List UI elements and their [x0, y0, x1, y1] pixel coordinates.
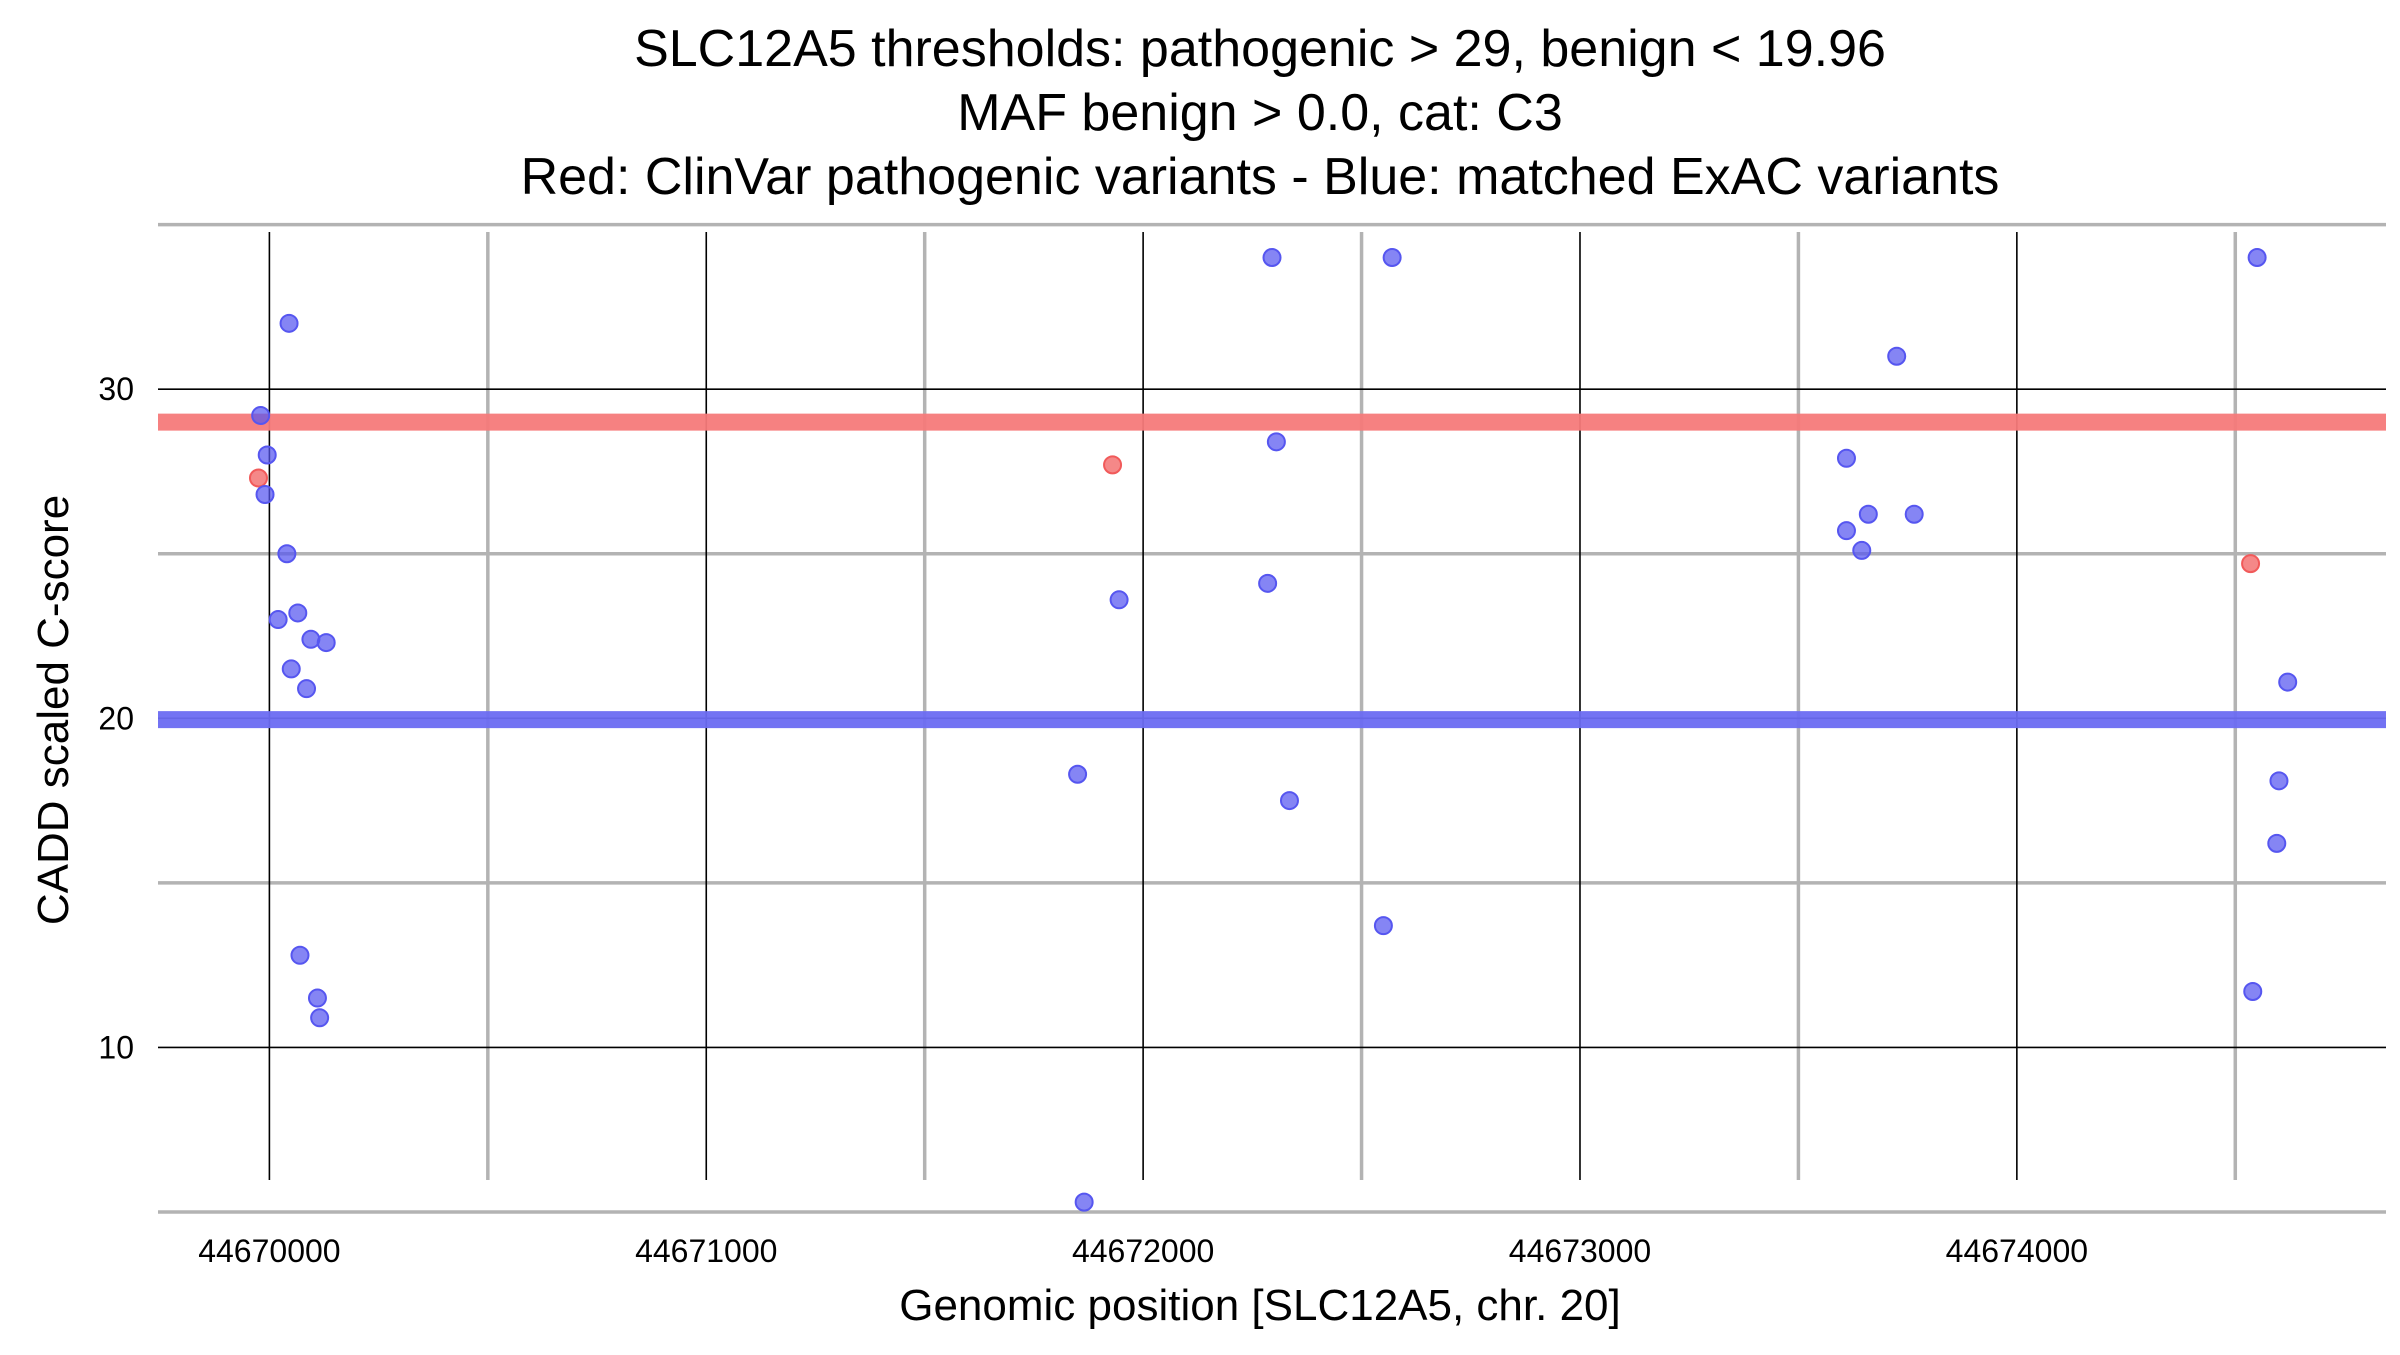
blue-data-point: [2247, 247, 2267, 267]
blue-data-point: [2267, 833, 2287, 853]
blue-data-point: [1373, 916, 1393, 936]
blue-data-point: [1068, 764, 1088, 784]
x-tick-label: 44670000: [198, 1233, 340, 1269]
blue-data-point: [1109, 590, 1129, 610]
blue-data-point: [277, 544, 297, 564]
blue-data-point: [268, 610, 288, 630]
blue-data-point: [2243, 981, 2263, 1001]
x-tick-label: 44672000: [1072, 1233, 1214, 1269]
y-tick-label: 20: [98, 700, 134, 736]
blue-data-point: [1266, 432, 1286, 452]
blue-data-point: [290, 945, 310, 965]
blue-data-point: [1904, 504, 1924, 524]
x-axis-title: Genomic position [SLC12A5, chr. 20]: [899, 1281, 1621, 1330]
blue-data-point: [2269, 771, 2289, 791]
blue-data-point: [1858, 504, 1878, 524]
chart-title: SLC12A5 thresholds: pathogenic > 29, ben…: [521, 20, 2000, 206]
blue-data-point: [255, 484, 275, 504]
y-tick-label: 10: [98, 1029, 134, 1065]
blue-data-point: [1262, 247, 1282, 267]
chart-title-line-3: Red: ClinVar pathogenic variants - Blue:…: [521, 148, 2000, 206]
blue-data-point: [257, 445, 277, 465]
blue-data-point: [1852, 540, 1872, 560]
y-tick-label: 30: [98, 371, 134, 407]
blue-data-point: [297, 679, 317, 699]
blue-data-point: [281, 659, 301, 679]
blue-data-point: [279, 313, 299, 333]
x-tick-label: 44673000: [1509, 1233, 1651, 1269]
blue-data-point: [1279, 791, 1299, 811]
grid-lines: [158, 222, 2386, 1214]
y-axis-title: CADD scaled C-score: [29, 495, 78, 925]
data-points: [248, 247, 2298, 1212]
red-data-point: [248, 468, 268, 488]
blue-data-point: [288, 603, 308, 623]
blue-data-point: [301, 629, 321, 649]
blue-data-point: [2278, 672, 2298, 692]
chart-title-line-2: MAF benign > 0.0, cat: C3: [957, 84, 1563, 142]
red-data-point: [2241, 554, 2261, 574]
threshold-lines: [158, 413, 2386, 729]
blue-data-point: [316, 633, 336, 653]
blue-data-point: [1382, 247, 1402, 267]
axis-tick-labels: 44670000 44671000 44672000 44673000 44674000…: [98, 371, 2088, 1269]
blue-data-point: [307, 988, 327, 1008]
blue-data-point: [1836, 521, 1856, 541]
blue-data-point: [1887, 346, 1907, 366]
chart-title-line-1: SLC12A5 thresholds: pathogenic > 29, ben…: [634, 20, 1886, 78]
blue-data-point: [1258, 573, 1278, 593]
blue-data-point: [310, 1008, 330, 1028]
x-tick-label: 44671000: [635, 1233, 777, 1269]
blue-data-point: [1836, 448, 1856, 468]
blue-data-point: [1074, 1192, 1094, 1212]
blue-data-point: [251, 405, 271, 425]
x-tick-label: 44674000: [1946, 1233, 2088, 1269]
red-data-point: [1103, 455, 1123, 475]
